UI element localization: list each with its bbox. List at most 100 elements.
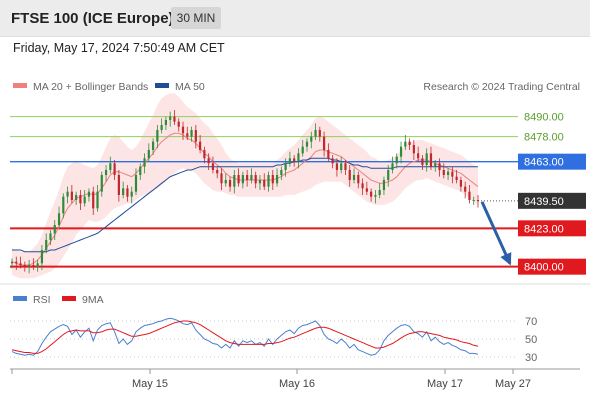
candle-body	[434, 163, 437, 167]
candle-body	[241, 175, 244, 184]
candle-body	[40, 250, 44, 264]
candle-body	[472, 200, 475, 201]
candle-body	[361, 183, 364, 189]
candle-body	[70, 191, 73, 200]
candle-body	[344, 163, 347, 170]
candle-body	[45, 240, 48, 250]
candle-body	[412, 145, 415, 154]
price-plot: 8490.00 8478.00 8463.00 8439.50 8423.00 8400.…	[10, 93, 586, 279]
candle-body	[130, 191, 133, 197]
candle-body	[207, 158, 210, 164]
bollinger-band	[12, 93, 478, 279]
level-label-resistance: 8478.00	[524, 132, 564, 144]
candle-body	[275, 175, 279, 184]
candle-body	[122, 188, 125, 195]
candle-body	[156, 130, 159, 142]
candle-body	[109, 163, 112, 170]
candle-body	[79, 195, 82, 204]
candle-body	[404, 141, 407, 147]
candle-body	[211, 163, 215, 170]
level-label-support: 8423.00	[524, 223, 564, 235]
candle-body	[297, 153, 300, 162]
candle-body	[301, 146, 304, 154]
candle-body	[258, 180, 262, 184]
candle-body	[451, 171, 454, 177]
candle-body	[190, 130, 193, 137]
candle-body	[237, 175, 240, 184]
candle-body	[10, 261, 14, 264]
x-tick-label: May 17	[427, 378, 463, 390]
bollinger-legend-label: MA 20 + Bollinger Bands	[33, 81, 148, 93]
candle-body	[254, 175, 257, 184]
copyright-text: Research © 2024 Trading Central	[423, 81, 580, 93]
candle-body	[66, 191, 69, 197]
candle-body	[134, 175, 138, 192]
candle-body	[143, 158, 146, 167]
candle-body	[151, 141, 155, 150]
candle-body	[391, 163, 394, 170]
candle-body	[203, 150, 206, 159]
level-label-pivot: 8463.00	[524, 157, 564, 169]
candle-body	[468, 191, 471, 200]
candle-body	[75, 195, 78, 200]
candle-body	[382, 180, 386, 190]
rsi-ma-line	[11, 320, 479, 354]
candle-body	[438, 163, 441, 170]
candle-body	[28, 265, 31, 267]
candle-body	[429, 153, 433, 167]
candle-body	[117, 175, 120, 195]
candle-body	[233, 175, 236, 187]
candle-body	[32, 265, 35, 267]
timestamp: Friday, May 17, 2024 7:50:49 AM CET	[13, 41, 225, 55]
candle-body	[100, 175, 103, 192]
x-axis: May 15 May 16 May 17 May 27	[11, 369, 531, 390]
forecast-arrow-head	[500, 252, 512, 266]
candle-body	[455, 176, 458, 180]
candle-body	[408, 141, 411, 145]
x-tick-label: May 27	[495, 378, 531, 390]
candle-body	[331, 158, 334, 164]
ma50-legend-swatch	[155, 83, 169, 88]
candle-body	[293, 158, 296, 162]
candle-body	[220, 173, 223, 184]
rsi-legend-swatch	[13, 296, 27, 301]
ma50-line	[12, 157, 478, 253]
rsi-tick-label: 30	[525, 352, 537, 364]
candle-body	[160, 125, 163, 130]
candle-body	[228, 180, 232, 187]
candle-body	[194, 130, 197, 142]
candle-body	[476, 200, 480, 201]
candle-body	[62, 196, 65, 214]
candle-body	[36, 263, 39, 267]
candle-body	[284, 163, 287, 170]
candle-body	[280, 170, 283, 175]
candle-body	[164, 120, 168, 125]
candle-body	[446, 171, 450, 175]
candle-body	[126, 188, 129, 197]
candle-body	[147, 150, 150, 159]
chart-header: FTSE 100 (ICE Europe) 30 MIN	[0, 0, 590, 37]
candle-body	[104, 170, 108, 175]
rsi-tick-label: 50	[525, 334, 537, 346]
level-label-resistance: 8490.00	[524, 112, 564, 124]
candle-body	[19, 263, 22, 265]
candle-body	[417, 153, 420, 159]
candle-body	[57, 213, 61, 225]
candle-body	[15, 261, 18, 264]
ma50-legend-label: MA 50	[175, 81, 205, 93]
candle-body	[322, 136, 326, 150]
candle-body	[177, 121, 180, 127]
x-tick-label: May 16	[279, 378, 315, 390]
candle-body	[442, 170, 445, 175]
timeframe-button[interactable]: 30 MIN	[171, 7, 221, 29]
candle-body	[216, 170, 219, 174]
candle-body	[399, 146, 403, 157]
candle-body	[395, 156, 398, 164]
rsi-line	[11, 317, 479, 356]
rsi-ma-legend-swatch	[62, 296, 76, 301]
candle-body	[335, 163, 339, 170]
candle-body	[288, 158, 291, 164]
candle-body	[425, 153, 428, 165]
candle-body	[49, 233, 52, 240]
